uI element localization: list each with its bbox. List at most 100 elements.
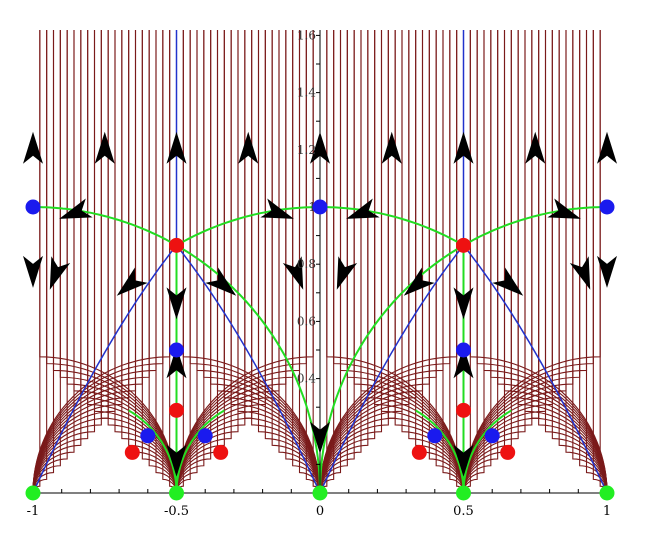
direction-arrow bbox=[453, 444, 474, 477]
flow-line bbox=[462, 30, 567, 494]
boundary-arc bbox=[175, 409, 225, 493]
boundary-arc bbox=[462, 409, 512, 493]
red-point bbox=[456, 237, 471, 253]
direction-arrow bbox=[166, 287, 187, 320]
flow-line bbox=[462, 30, 485, 494]
flow-line bbox=[456, 30, 465, 494]
flow-line bbox=[319, 30, 355, 494]
flow-line bbox=[442, 30, 465, 494]
boundary-arc bbox=[415, 409, 465, 493]
blue-point bbox=[25, 199, 41, 215]
flow-line bbox=[462, 30, 581, 494]
y-tick-label: 1.4 bbox=[297, 86, 316, 100]
flow-line bbox=[360, 30, 465, 494]
flow-line bbox=[175, 30, 198, 494]
flow-line bbox=[59, 30, 178, 494]
direction-arrow bbox=[166, 131, 187, 164]
direction-arrow bbox=[597, 255, 617, 288]
flow-line bbox=[175, 30, 280, 494]
axes-layer: -1 -0.5 0 0.5 1 0.4 0.6 0.8 1 1.2 1.4 1.6 bbox=[27, 28, 611, 519]
flow-line bbox=[469, 30, 608, 494]
flow-line bbox=[319, 30, 342, 494]
red-point bbox=[213, 444, 229, 460]
blue-point bbox=[140, 428, 156, 444]
blue-point bbox=[484, 428, 500, 444]
green-point bbox=[169, 485, 184, 501]
direction-arrow bbox=[166, 444, 187, 477]
blue-point bbox=[197, 428, 213, 444]
x-tick-label: 0.5 bbox=[453, 504, 474, 519]
y-tick-label: 0.8 bbox=[297, 257, 316, 271]
separatrix-line bbox=[462, 244, 608, 494]
x-tick-label: -1 bbox=[27, 504, 40, 519]
flow-line bbox=[319, 30, 458, 494]
boundary-arc bbox=[319, 244, 465, 493]
boundary-arcs-layer bbox=[33, 206, 607, 493]
x-tick-label: 1 bbox=[603, 504, 611, 519]
flow-line bbox=[319, 30, 424, 494]
flow-line bbox=[155, 30, 178, 494]
y-tick-label: 1 bbox=[308, 200, 316, 214]
flow-line bbox=[182, 30, 321, 494]
direction-arrow bbox=[59, 198, 93, 219]
y-tick-label: 0.6 bbox=[297, 314, 316, 328]
red-point bbox=[456, 402, 471, 418]
direction-arrow bbox=[116, 267, 148, 296]
blue-point bbox=[456, 342, 471, 358]
direction-arrow bbox=[282, 256, 304, 290]
blue-point bbox=[427, 428, 443, 444]
direction-arrow bbox=[336, 256, 358, 290]
x-tick-label: 0 bbox=[316, 504, 324, 519]
direction-arrow bbox=[346, 198, 380, 219]
direction-arrows-layer bbox=[23, 131, 617, 477]
direction-arrow bbox=[94, 131, 115, 164]
direction-arrow bbox=[597, 131, 617, 164]
flow-line bbox=[175, 30, 253, 494]
flow-line bbox=[319, 30, 328, 494]
direction-arrow bbox=[166, 346, 187, 379]
flow-line bbox=[169, 30, 178, 494]
direction-arrow bbox=[525, 131, 546, 164]
x-tick-label: -0.5 bbox=[164, 504, 189, 519]
direction-arrow bbox=[453, 131, 474, 164]
flow-line bbox=[175, 30, 184, 494]
flow-line bbox=[387, 30, 465, 494]
y-tick-label: 1.2 bbox=[297, 143, 316, 157]
blue-point bbox=[312, 199, 328, 215]
flow-line bbox=[319, 30, 396, 494]
direction-arrow bbox=[453, 346, 474, 379]
green-point bbox=[312, 485, 328, 501]
red-point bbox=[500, 444, 516, 460]
green-point bbox=[25, 485, 41, 501]
flow-line bbox=[32, 30, 137, 494]
direction-arrow bbox=[492, 267, 524, 296]
red-point bbox=[169, 402, 184, 418]
direction-arrow bbox=[205, 267, 237, 296]
boundary-arc bbox=[33, 206, 177, 247]
flow-line bbox=[32, 30, 150, 494]
boundary-arc bbox=[175, 244, 321, 493]
blue-point bbox=[599, 199, 615, 215]
flow-line bbox=[100, 30, 178, 494]
separatrix-line bbox=[32, 244, 178, 494]
boundary-arc bbox=[463, 206, 607, 247]
blue-point bbox=[169, 342, 184, 358]
green-point bbox=[456, 485, 471, 501]
flow-line bbox=[175, 30, 294, 494]
flow-line bbox=[462, 30, 540, 494]
direction-arrow bbox=[23, 131, 43, 164]
critical-points-layer bbox=[25, 199, 615, 501]
direction-arrow bbox=[403, 267, 435, 296]
flow-line bbox=[346, 30, 465, 494]
flow-line bbox=[319, 30, 437, 494]
boundary-arc bbox=[128, 409, 178, 493]
red-point bbox=[124, 444, 140, 460]
flow-line bbox=[32, 30, 109, 494]
flow-line bbox=[531, 30, 608, 494]
direction-arrow bbox=[49, 256, 71, 290]
flow-line bbox=[503, 30, 608, 494]
direction-arrow bbox=[260, 198, 294, 219]
flow-line bbox=[73, 30, 178, 494]
separatrix-line bbox=[319, 244, 465, 494]
